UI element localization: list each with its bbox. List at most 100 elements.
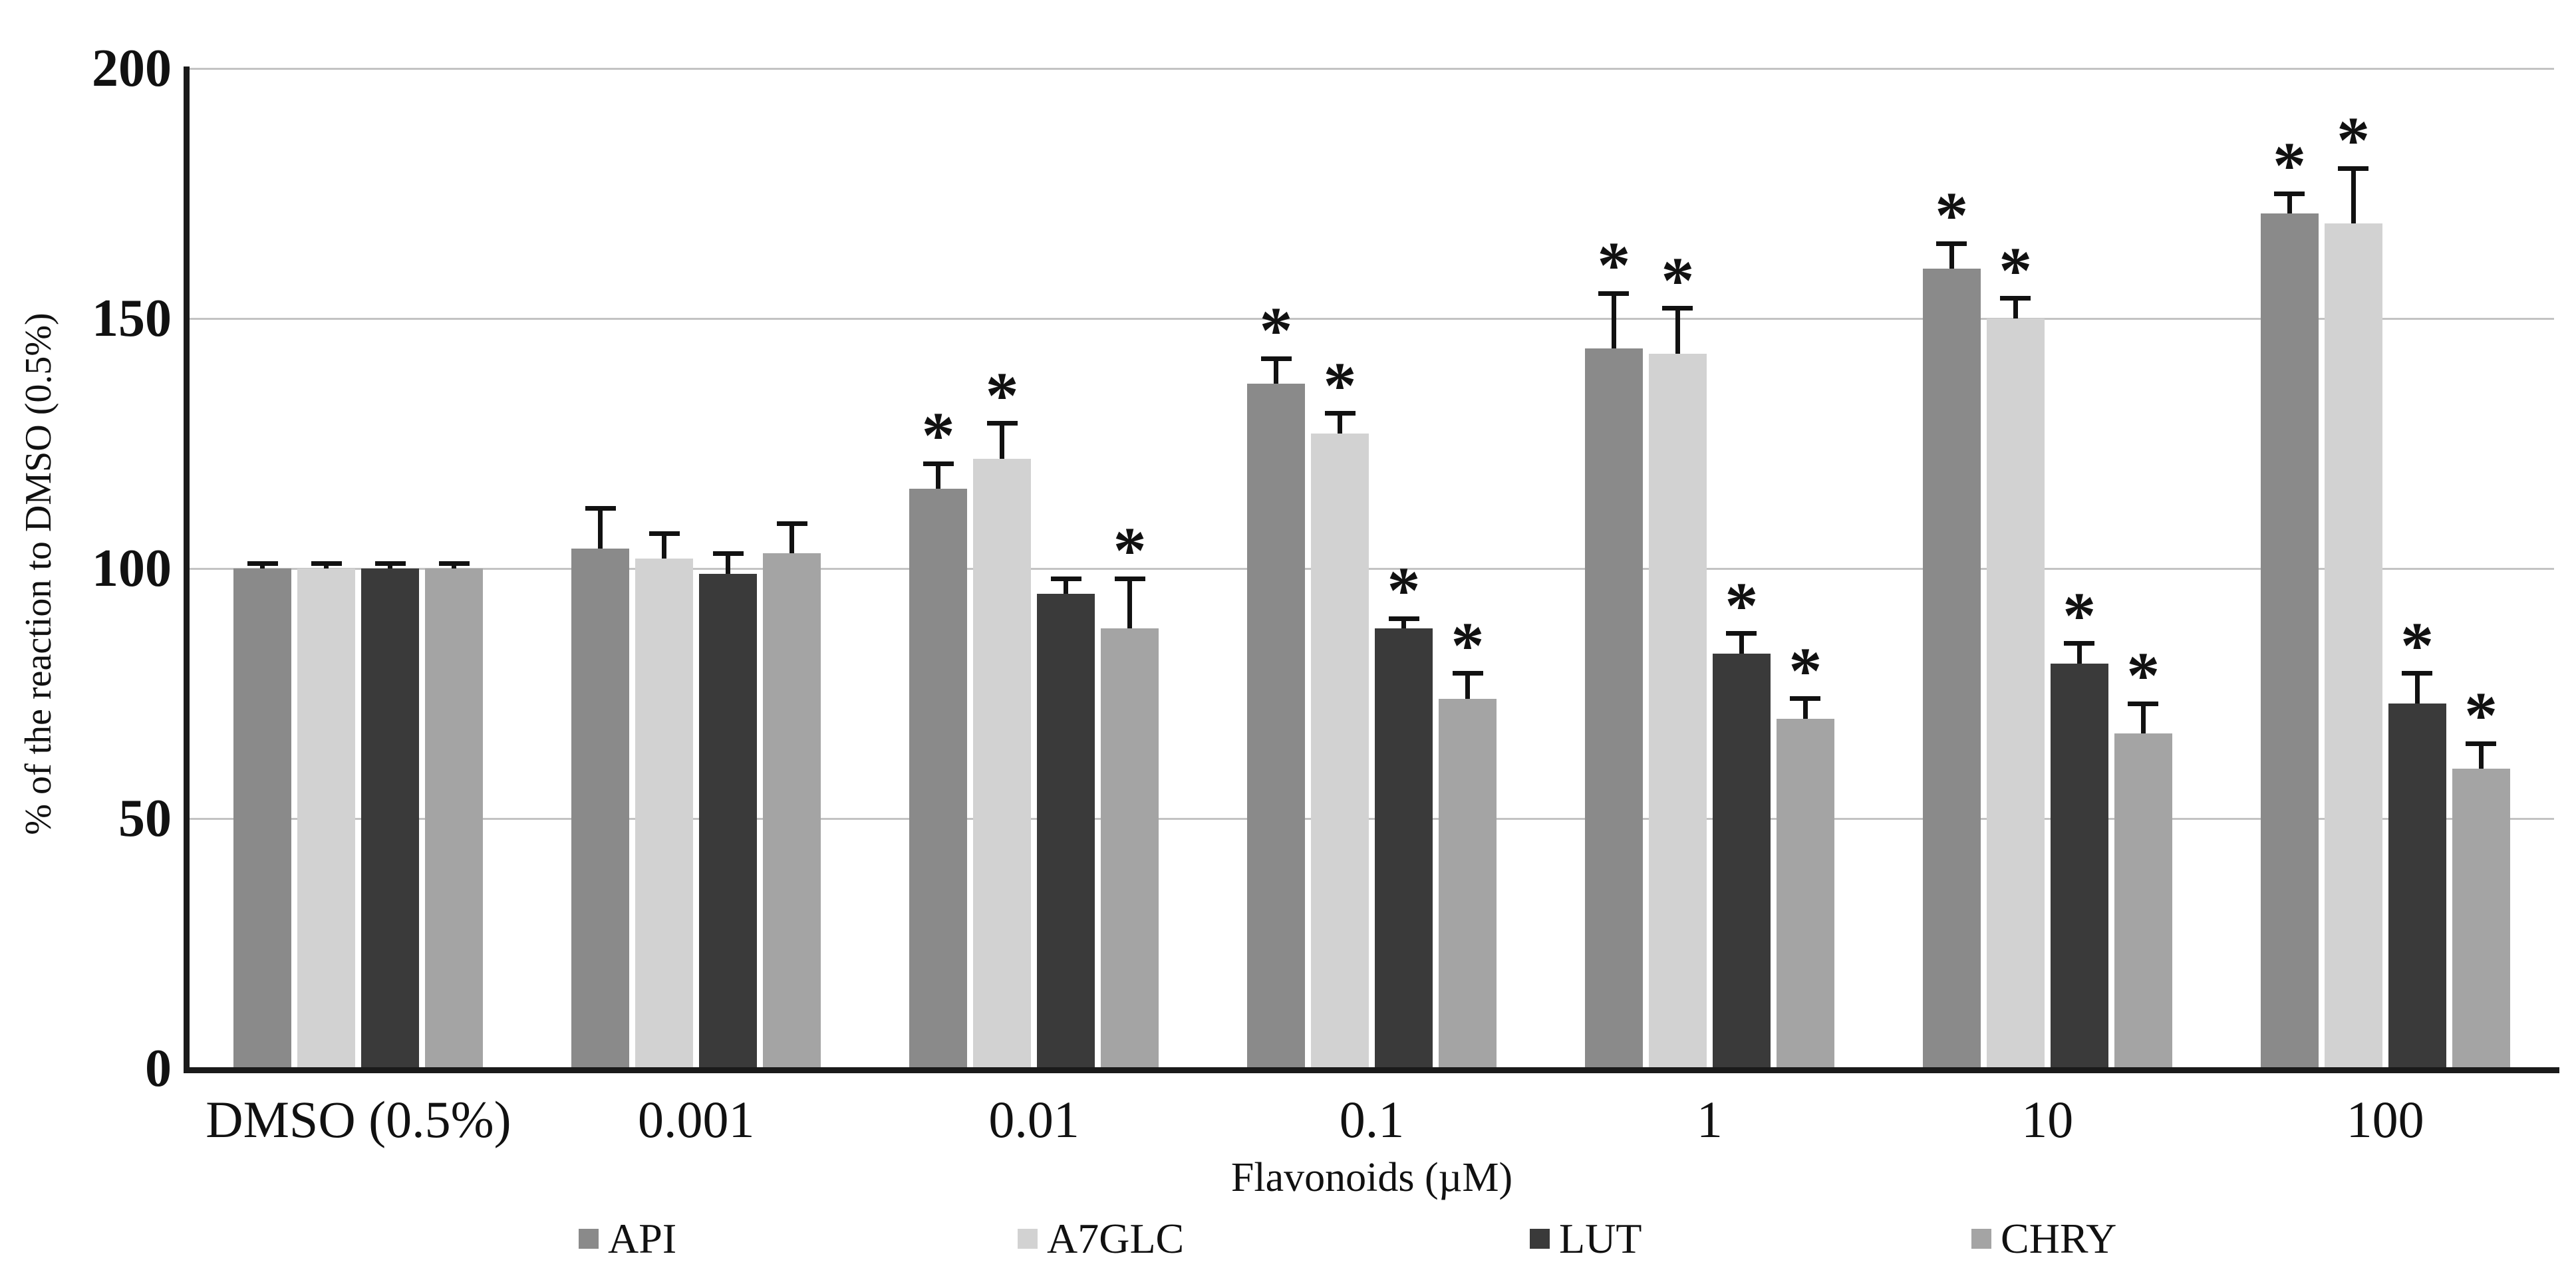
legend-swatch-A7GLC — [1018, 1229, 1038, 1249]
y-tick-label-100: 100 — [92, 539, 172, 598]
y-tick-label-0: 0 — [145, 1039, 172, 1098]
significance-star-CHRY-1: * — [1789, 633, 1822, 707]
significance-star-CHRY-10: * — [2126, 638, 2160, 713]
bar-A7GLC-0.1 — [1311, 433, 1369, 1067]
bar-CHRY-1 — [1776, 718, 1834, 1067]
error-bar-stem-LUT-1 — [1739, 633, 1744, 654]
y-tick-label-200: 200 — [92, 39, 172, 98]
bar-CHRY-DMSO (0.5%) — [425, 569, 484, 1067]
error-bar-cap-CHRY-100 — [2466, 741, 2497, 746]
error-bar-cap-CHRY-DMSO (0.5%) — [438, 561, 470, 566]
legend-swatch-LUT — [1530, 1229, 1550, 1249]
legend-item-A7GLC: A7GLC — [1018, 1215, 1185, 1262]
error-bar-stem-API-0.1 — [1274, 358, 1278, 384]
error-bar-stem-API-0.01 — [936, 463, 941, 489]
error-bar-cap-LUT-1 — [1726, 631, 1757, 636]
error-bar-cap-LUT-DMSO (0.5%) — [374, 561, 406, 566]
error-bar-cap-CHRY-0.001 — [776, 521, 807, 526]
error-bar-cap-A7GLC-DMSO (0.5%) — [311, 561, 342, 566]
gridline-150 — [190, 317, 2554, 320]
error-bar-cap-A7GLC-0.01 — [986, 421, 1018, 426]
x-axis-title: Flavonoids (µM) — [1230, 1155, 1513, 1200]
legend-swatch-API — [579, 1229, 599, 1249]
bar-LUT-0.01 — [1037, 593, 1095, 1067]
bar-API-1 — [1584, 348, 1643, 1067]
error-bar-cap-CHRY-10 — [2128, 701, 2159, 706]
error-bar-cap-API-0.001 — [585, 506, 616, 511]
error-bar-stem-A7GLC-100 — [2351, 168, 2356, 224]
significance-star-API-10: * — [1935, 178, 1969, 253]
significance-star-LUT-100: * — [2400, 608, 2434, 682]
significance-star-API-0.1: * — [1259, 293, 1293, 368]
bar-CHRY-0.1 — [1439, 698, 1497, 1067]
significance-star-LUT-10: * — [2063, 578, 2096, 652]
y-tick-label-50: 50 — [118, 789, 172, 848]
error-bar-cap-API-10 — [1936, 241, 1967, 246]
legend-label-API: API — [608, 1215, 677, 1262]
error-bar-stem-CHRY-0.01 — [1127, 578, 1133, 629]
error-bar-stem-LUT-DMSO (0.5%) — [388, 563, 393, 569]
legend-label-A7GLC: A7GLC — [1047, 1215, 1185, 1262]
error-bar-stem-A7GLC-10 — [2013, 298, 2018, 319]
bar-API-0.01 — [909, 488, 968, 1067]
bar-A7GLC-0.001 — [635, 558, 694, 1067]
legend-swatch-CHRY — [1971, 1229, 1991, 1249]
error-bar-cap-A7GLC-1 — [1662, 306, 1693, 311]
bar-API-100 — [2260, 213, 2319, 1067]
error-bar-stem-API-0.001 — [598, 508, 603, 549]
bar-API-DMSO (0.5%) — [233, 569, 292, 1067]
legend-item-LUT: LUT — [1530, 1215, 1642, 1262]
significance-star-CHRY-100: * — [2464, 678, 2498, 753]
x-tick-label-10: 10 — [2021, 1091, 2074, 1148]
error-bar-stem-API-10 — [1949, 243, 1954, 269]
error-bar-cap-LUT-0.01 — [1050, 576, 1081, 581]
error-bar-cap-API-0.1 — [1260, 356, 1292, 361]
error-bar-cap-CHRY-0.1 — [1452, 671, 1483, 676]
bar-LUT-DMSO (0.5%) — [361, 569, 420, 1067]
error-bar-stem-CHRY-0.1 — [1465, 673, 1470, 699]
legend-label-LUT: LUT — [1559, 1215, 1642, 1262]
bar-LUT-100 — [2388, 704, 2446, 1067]
error-bar-stem-LUT-0.01 — [1064, 578, 1069, 594]
significance-star-A7GLC-0.01: * — [985, 358, 1019, 432]
x-tick-label-0.001: 0.001 — [638, 1091, 755, 1148]
error-bar-stem-A7GLC-0.01 — [1000, 423, 1005, 459]
bar-A7GLC-DMSO (0.5%) — [297, 569, 356, 1067]
x-tick-label-DMSO (0.5%): DMSO (0.5%) — [206, 1091, 511, 1148]
error-bar-cap-A7GLC-10 — [2000, 296, 2031, 301]
error-bar-cap-A7GLC-0.1 — [1324, 411, 1356, 416]
error-bar-stem-API-1 — [1611, 293, 1616, 349]
bar-LUT-0.1 — [1375, 628, 1433, 1067]
error-bar-stem-LUT-0.001 — [726, 553, 731, 574]
significance-star-API-100: * — [2273, 128, 2307, 202]
bar-API-0.1 — [1247, 383, 1305, 1067]
error-bar-cap-API-100 — [2274, 191, 2305, 196]
error-bar-stem-A7GLC-1 — [1675, 308, 1680, 354]
error-bar-cap-A7GLC-0.001 — [648, 531, 680, 536]
x-axis-line — [184, 1067, 2559, 1073]
x-tick-label-0.01: 0.01 — [988, 1091, 1079, 1148]
significance-star-CHRY-0.1: * — [1451, 608, 1485, 682]
significance-star-LUT-0.1: * — [1387, 553, 1421, 628]
bar-A7GLC-1 — [1648, 353, 1707, 1067]
gridline-50 — [190, 817, 2554, 820]
bar-CHRY-0.01 — [1101, 628, 1159, 1067]
bar-A7GLC-10 — [1986, 319, 2045, 1067]
error-bar-cap-A7GLC-100 — [2338, 166, 2369, 171]
bar-A7GLC-100 — [2324, 223, 2382, 1067]
legend-item-API: API — [579, 1215, 677, 1262]
significance-star-A7GLC-100: * — [2337, 103, 2370, 178]
legend-label-CHRY: CHRY — [2001, 1215, 2117, 1262]
bar-API-0.001 — [571, 548, 630, 1067]
error-bar-stem-CHRY-10 — [2140, 704, 2146, 734]
error-bar-stem-CHRY-1 — [1802, 698, 1808, 719]
significance-star-API-0.01: * — [921, 398, 955, 473]
significance-star-A7GLC-1: * — [1661, 243, 1695, 317]
bar-CHRY-0.001 — [763, 553, 821, 1067]
bar-LUT-10 — [2050, 663, 2108, 1067]
error-bar-cap-CHRY-0.01 — [1114, 576, 1145, 581]
error-bar-stem-A7GLC-DMSO (0.5%) — [324, 563, 329, 569]
significance-star-LUT-1: * — [1725, 568, 1759, 642]
y-tick-label-150: 150 — [92, 289, 172, 348]
